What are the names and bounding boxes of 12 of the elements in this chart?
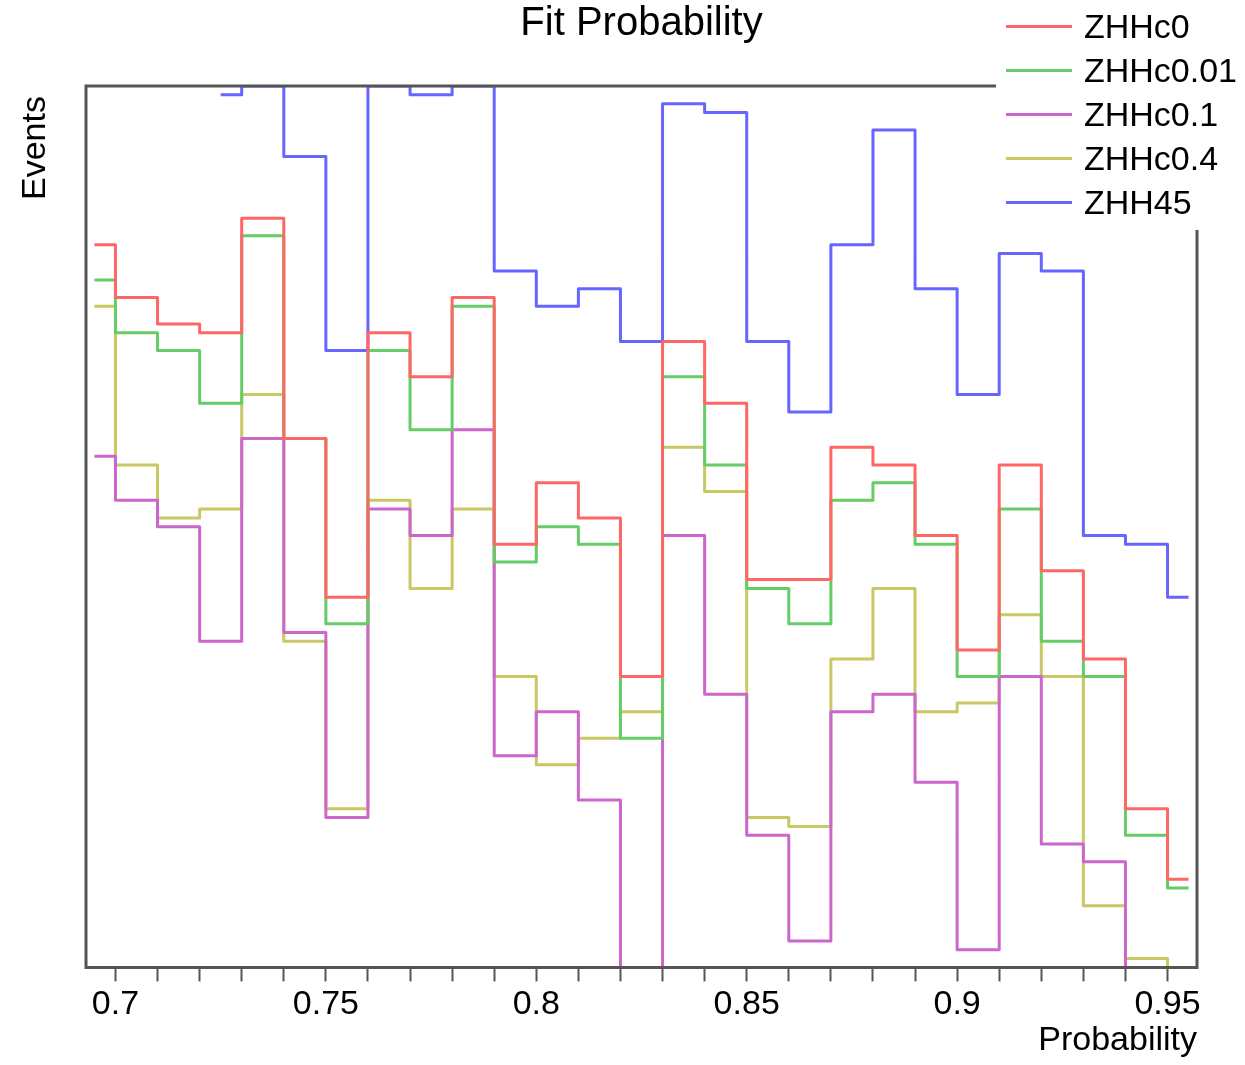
x-tick-label: 0.85 xyxy=(713,983,780,1022)
legend-label: ZHHc0.01 xyxy=(1083,50,1237,91)
legend-label: ZHHc0.4 xyxy=(1083,138,1219,179)
x-tick-label: 0.8 xyxy=(512,983,560,1022)
x-tick-label: 0.75 xyxy=(292,983,359,1022)
legend-label: ZHHc0 xyxy=(1083,6,1190,47)
legend-label: ZHHc0.1 xyxy=(1083,94,1219,135)
x-tick-label: 0.9 xyxy=(933,983,981,1022)
legend-label: ZHH45 xyxy=(1083,182,1192,223)
x-tick-label: 0.7 xyxy=(91,983,140,1022)
chart-title: Fit Probability xyxy=(520,0,763,44)
y-axis-title: Events xyxy=(14,96,53,200)
